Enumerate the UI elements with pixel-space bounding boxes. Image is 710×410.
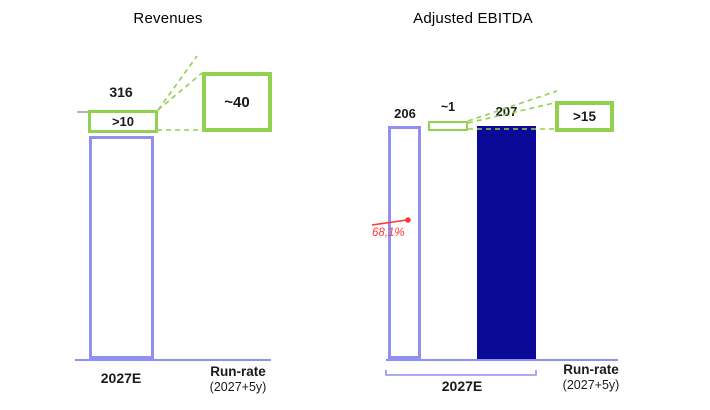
right-runrate-sub: (2027+5y) xyxy=(562,377,620,392)
right-ebitda-bar-outlined xyxy=(388,126,421,359)
left-bar-total-label: 316 xyxy=(109,84,133,100)
left-x-label-2027e: 2027E xyxy=(100,370,142,386)
right-runrate-main: Run-rate xyxy=(563,362,619,377)
left-dashed-line-mid xyxy=(157,72,203,111)
left-increment-box: >10 xyxy=(88,110,158,133)
right-axis-baseline xyxy=(386,359,618,361)
right-x-label-runrate: Run-rate (2027+5y) xyxy=(548,362,634,392)
left-dashed-line-upper xyxy=(157,55,198,111)
left-chart-title: Revenues xyxy=(133,10,203,27)
left-callout-label: ~40 xyxy=(224,93,250,111)
left-axis-baseline xyxy=(75,359,271,361)
right-callout-label: >15 xyxy=(573,109,596,124)
left-increment-label: >10 xyxy=(111,114,135,129)
left-x-label-runrate: Run-rate (2027+5y) xyxy=(194,364,282,394)
right-chart-title: Adjusted EBITDA xyxy=(413,10,533,27)
left-callout-box: ~40 xyxy=(202,72,272,132)
right-ebitda-bar-navy xyxy=(477,126,536,359)
right-bar2-label: 207 xyxy=(495,104,518,119)
right-x-label-2027e: 2027E xyxy=(441,378,483,394)
right-bar1-label: 206 xyxy=(394,106,416,121)
left-revenues-bar xyxy=(89,136,154,359)
right-margin-annotation: 68,1% xyxy=(372,227,405,239)
right-bridge-label: ~1 xyxy=(440,100,456,114)
left-runrate-sub: (2027+5y) xyxy=(209,379,267,394)
right-2027e-bracket xyxy=(385,370,537,376)
right-bridge-box xyxy=(428,121,468,131)
left-runrate-main: Run-rate xyxy=(210,364,266,379)
left-gray-tick xyxy=(77,111,88,113)
right-callout-box: >15 xyxy=(555,101,614,132)
